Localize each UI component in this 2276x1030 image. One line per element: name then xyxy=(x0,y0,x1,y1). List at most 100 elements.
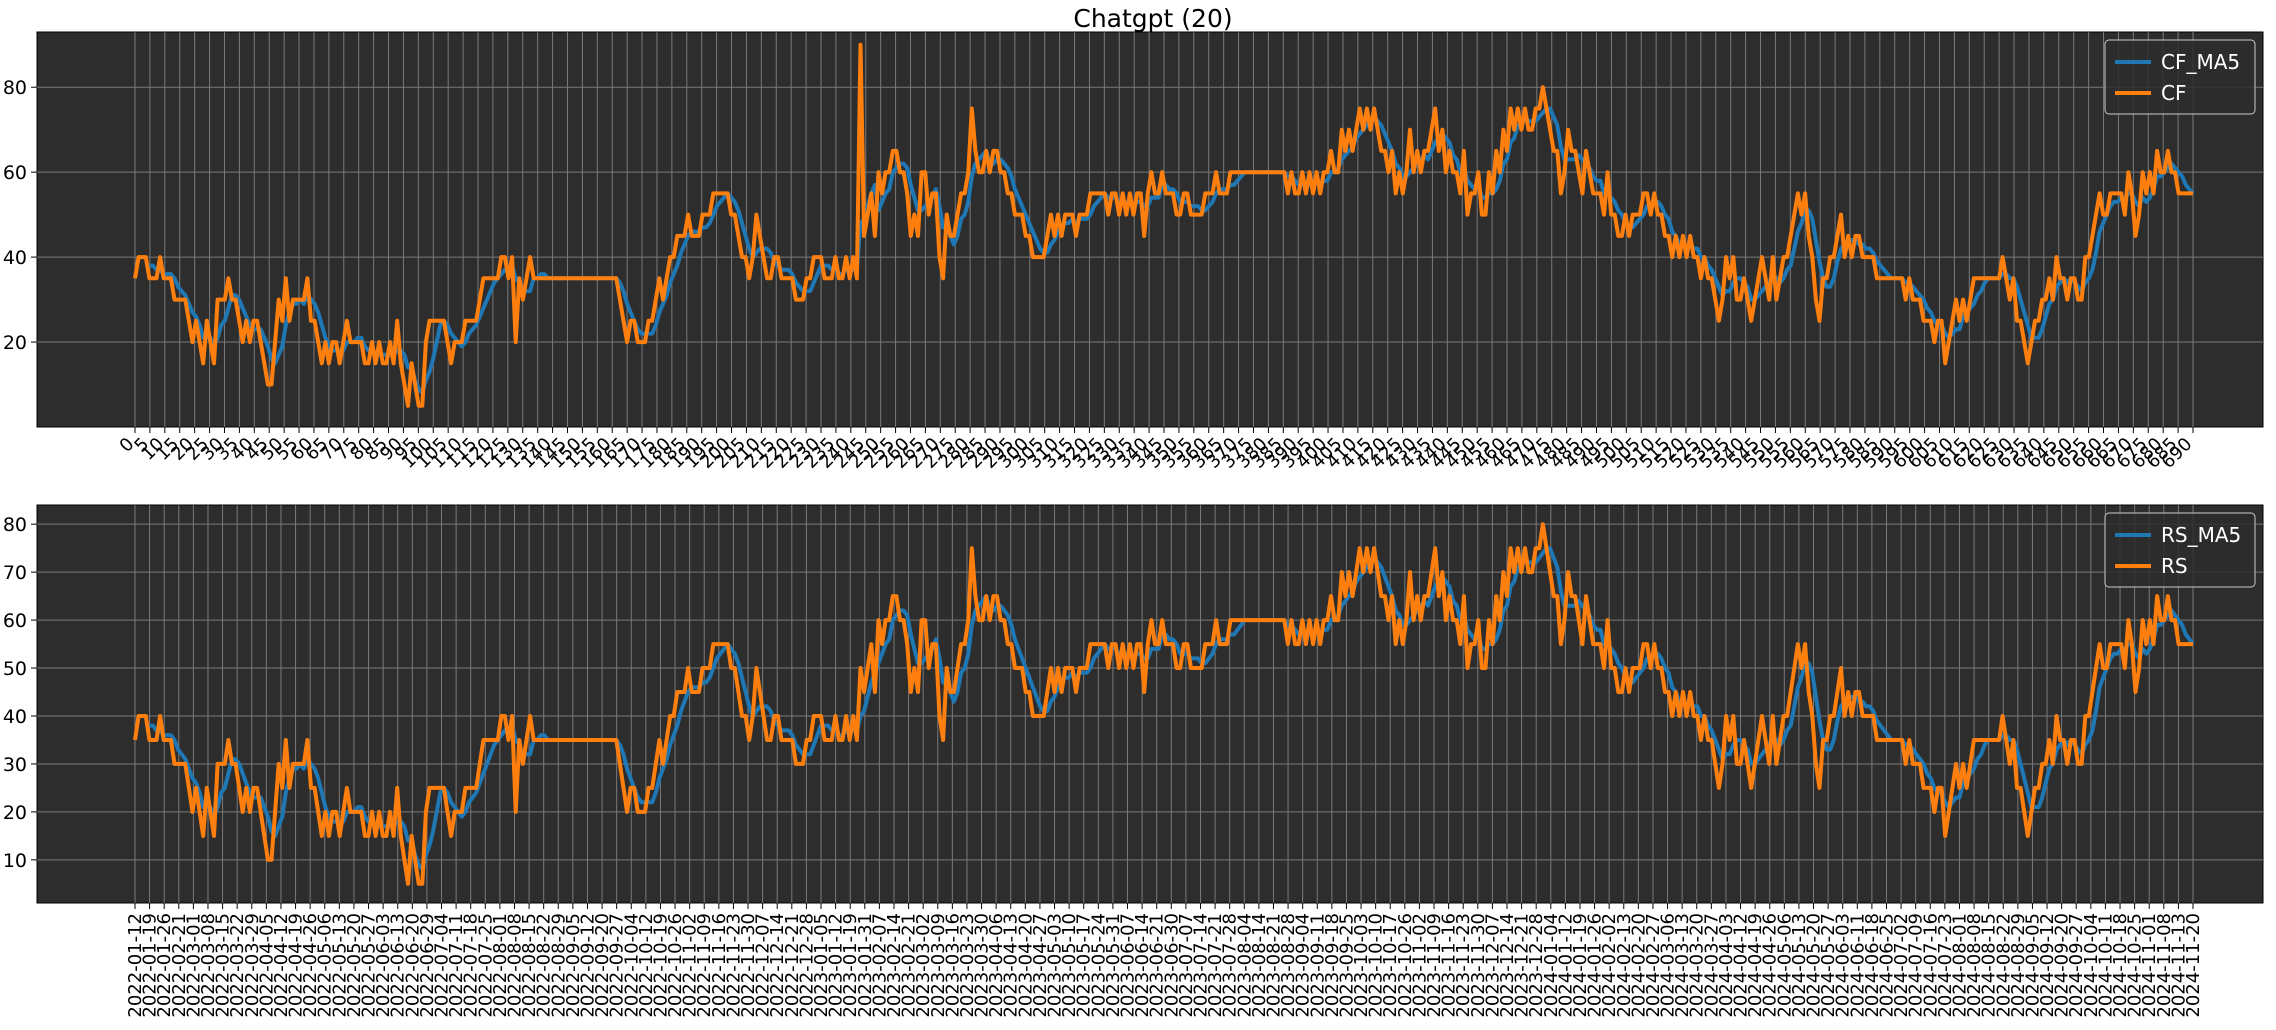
x-tick-label: 2022-05-13 xyxy=(329,913,350,1018)
x-tick-label: 2023-10-03 xyxy=(1351,913,1372,1018)
x-tick-label: 2022-03-29 xyxy=(242,913,263,1018)
x-tick-label: 2022-10-04 xyxy=(621,913,642,1018)
x-tick-label: 2024-10-11 xyxy=(2095,913,2116,1018)
x-tick-label: 2022-11-16 xyxy=(709,913,730,1018)
plot-area xyxy=(36,31,2264,428)
x-tick-label: 2023-08-04 xyxy=(1234,913,1255,1018)
x-tick-label: 2022-03-08 xyxy=(198,913,219,1018)
x-tick-label: 2022-08-08 xyxy=(504,913,525,1018)
x-tick-label: 2023-04-06 xyxy=(986,913,1007,1018)
x-tick-label: 2022-04-19 xyxy=(286,913,307,1018)
y-tick-label: 40 xyxy=(3,706,27,728)
x-tick-label: 2024-10-25 xyxy=(2125,913,2146,1018)
x-tick-label: 2024-06-25 xyxy=(1876,913,1897,1018)
x-tick-label: 2024-02-20 xyxy=(1628,913,1649,1018)
x-tick-label: 2023-09-11 xyxy=(1307,913,1328,1018)
x-tick-label: 2024-11-08 xyxy=(2154,913,2175,1018)
x-tick-label: 2022-11-09 xyxy=(694,913,715,1018)
y-tick-label: 20 xyxy=(3,332,27,354)
y-tick-label: 60 xyxy=(3,610,27,632)
x-tick-label: 2022-09-20 xyxy=(592,913,613,1018)
x-tick-label: 2024-05-06 xyxy=(1774,913,1795,1018)
x-tick-label: 2022-08-29 xyxy=(548,913,569,1018)
x-tick-label: 2024-04-19 xyxy=(1745,913,1766,1018)
x-tick-label: 2023-09-04 xyxy=(1293,913,1314,1018)
x-tick-label: 2023-03-16 xyxy=(942,913,963,1018)
grid xyxy=(37,32,2263,427)
x-tick-label: 2022-06-13 xyxy=(388,913,409,1018)
x-tick-label: 2024-07-09 xyxy=(1906,913,1927,1018)
x-tick-label: 2023-03-02 xyxy=(913,913,934,1018)
x-tick-label: 2024-08-22 xyxy=(1993,913,2014,1018)
legend-entry: RS xyxy=(2161,554,2188,578)
x-tick-label: 2022-05-20 xyxy=(344,913,365,1018)
x-tick-label: 2022-08-15 xyxy=(519,913,540,1018)
x-tick-label: 2023-04-27 xyxy=(1030,913,1051,1018)
x-tick-label: 2024-08-29 xyxy=(2008,913,2029,1018)
x-tick-label: 2022-02-21 xyxy=(169,913,190,1018)
x-tick-label: 2024-10-04 xyxy=(2081,913,2102,1018)
x-tick-label: 2023-02-21 xyxy=(899,913,920,1018)
x-tick-label: 2023-12-28 xyxy=(1526,913,1547,1018)
x-tick-label: 2023-12-14 xyxy=(1497,913,1518,1018)
x-tick-label: 2024-09-27 xyxy=(2066,913,2087,1018)
x-tick-label: 2022-12-14 xyxy=(767,913,788,1018)
x-tick-label: 2022-03-01 xyxy=(183,913,204,1018)
x-tick-label: 2023-07-21 xyxy=(1205,913,1226,1018)
y-tick-label: 30 xyxy=(3,754,27,776)
y-tick-label: 40 xyxy=(3,247,27,269)
x-tick-label: 2024-02-02 xyxy=(1599,913,1620,1018)
x-tick-label: 2022-03-22 xyxy=(227,913,248,1018)
x-tick-label: 2024-03-06 xyxy=(1658,913,1679,1018)
legend-entry: RS_MA5 xyxy=(2161,523,2241,547)
bottom-chart: 2022-01-122022-01-192022-01-262022-02-21… xyxy=(3,504,2264,1018)
x-tick-label: 2023-08-21 xyxy=(1263,913,1284,1018)
x-tick-label: 2024-11-20 xyxy=(2183,913,2204,1018)
series-line-rs-ma5 xyxy=(149,546,2195,872)
x-tick-label: 2022-04-26 xyxy=(300,913,321,1018)
legend-entry: CF_MA5 xyxy=(2161,50,2240,74)
x-tick-label: 2024-08-15 xyxy=(1979,913,2000,1018)
y-tick-label: 60 xyxy=(3,162,27,184)
x-tick-label: 2022-10-26 xyxy=(665,913,686,1018)
x-tick-label: 2023-06-07 xyxy=(1118,913,1139,1018)
legend: CF_MA5 CF xyxy=(2104,39,2256,115)
x-tick-label: 2024-07-23 xyxy=(1935,913,1956,1018)
x-tick-label: 2024-05-27 xyxy=(1818,913,1839,1018)
x-tick-label: 2022-11-30 xyxy=(738,913,759,1018)
x-tick-label: 2023-01-05 xyxy=(811,913,832,1018)
x-tick-label: 2024-02-27 xyxy=(1643,913,1664,1018)
x-tick-label: 2023-07-07 xyxy=(1176,913,1197,1018)
x-tick-label: 2022-07-11 xyxy=(446,913,467,1018)
x-tick-label: 2023-02-07 xyxy=(869,913,890,1018)
x-tick-label: 2024-01-19 xyxy=(1570,913,1591,1018)
legend-box xyxy=(2104,512,2256,588)
x-tick-label: 2023-11-02 xyxy=(1409,913,1430,1018)
x-tick-label: 2023-04-20 xyxy=(1015,913,1036,1018)
x-tick-label: 2023-08-14 xyxy=(1249,913,1270,1018)
x-tick-label: 2024-09-12 xyxy=(2037,913,2058,1018)
top-chart: 0510152025303540455055606570758085909510… xyxy=(3,31,2264,473)
x-tick-label: 2022-01-26 xyxy=(154,913,175,1018)
x-tick-label: 2023-09-25 xyxy=(1336,913,1357,1018)
x-tick-label: 2023-01-12 xyxy=(826,913,847,1018)
x-tick-label: 2023-11-16 xyxy=(1439,913,1460,1018)
x-tick-label: 2024-01-26 xyxy=(1585,913,1606,1018)
x-tick-label: 2023-11-09 xyxy=(1424,913,1445,1018)
x-tick-label: 2024-04-12 xyxy=(1731,913,1752,1018)
x-tick-label: 2023-12-07 xyxy=(1482,913,1503,1018)
x-tick-label: 2023-06-30 xyxy=(1161,913,1182,1018)
y-tick-label: 50 xyxy=(3,658,27,680)
x-tick-label: 2023-03-09 xyxy=(928,913,949,1018)
x-tick-label: 2022-04-12 xyxy=(271,913,292,1018)
y-tick-label: 20 xyxy=(3,802,27,824)
x-tick-label: 2022-12-07 xyxy=(753,913,774,1018)
series-line-cf-ma5 xyxy=(149,106,2195,395)
x-tick-label: 2023-08-28 xyxy=(1278,913,1299,1018)
x-tick-label: 2024-07-16 xyxy=(1920,913,1941,1018)
x-tick-label: 2023-01-31 xyxy=(855,913,876,1018)
x-tick-label: 2023-07-14 xyxy=(1190,913,1211,1018)
x-tick-label: 2023-04-13 xyxy=(1001,913,1022,1018)
